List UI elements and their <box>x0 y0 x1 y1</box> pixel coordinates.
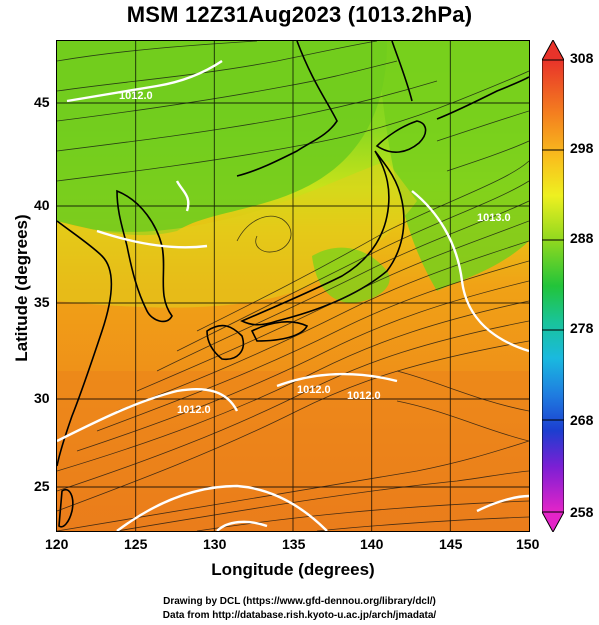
colorbar-label: 308 <box>570 50 594 66</box>
colorbar-label: 258 <box>570 504 594 520</box>
isobar-label: 1012.0 <box>347 390 381 402</box>
y-tick-label: 35 <box>34 294 50 310</box>
x-tick-label: 130 <box>203 536 227 552</box>
colorbar-label: 298 <box>570 140 594 156</box>
credit-dcl: Drawing by DCL (https://www.gfd-dennou.o… <box>163 596 436 607</box>
isobar-label: 1013.0 <box>477 212 511 224</box>
colorbar-gradient <box>541 59 565 513</box>
map-plot-area: 1012.0 1012.0 1012.0 1012.0 1013.0 <box>56 40 530 532</box>
colorbar-top-arrow <box>541 38 565 61</box>
isobar-labels: 1012.0 1012.0 1012.0 1012.0 1013.0 <box>119 90 511 416</box>
colorbar <box>541 38 565 534</box>
streamlines <box>57 41 529 531</box>
y-tick-label: 45 <box>34 94 50 110</box>
colorbar-label: 268 <box>570 412 594 428</box>
y-tick-label: 30 <box>34 390 50 406</box>
isobar-label: 1012.0 <box>177 404 211 416</box>
cool-region-honshu <box>312 247 390 303</box>
colorbar-svg <box>541 38 565 534</box>
y-tick-label: 25 <box>34 478 50 494</box>
cool-region-northeast <box>377 41 529 291</box>
credit-data-source: Data from http://database.rish.kyoto-u.a… <box>162 610 437 621</box>
x-tick-label: 150 <box>516 536 540 552</box>
x-tick-label: 145 <box>439 536 463 552</box>
x-tick-label: 140 <box>360 536 384 552</box>
coastlines <box>57 41 529 528</box>
y-axis-label: Latitude (degrees) <box>12 214 31 362</box>
x-tick-label: 120 <box>45 536 69 552</box>
isobar-label: 1012.0 <box>297 384 331 396</box>
map-svg: 1012.0 1012.0 1012.0 1012.0 1013.0 <box>57 41 529 531</box>
colorbar-label: 288 <box>570 230 594 246</box>
colorbar-label: 278 <box>570 320 594 336</box>
x-tick-label: 135 <box>282 536 306 552</box>
map-title: MSM 12Z31Aug2023 (1013.2hPa) <box>126 2 473 27</box>
colorbar-bottom-arrow <box>541 511 565 534</box>
colorbar-ticks <box>542 59 564 513</box>
y-tick-label: 40 <box>34 197 50 213</box>
x-axis-label: Longitude (degrees) <box>211 560 375 579</box>
x-tick-label: 125 <box>124 536 148 552</box>
isobar-label: 1012.0 <box>119 90 153 102</box>
isobars <box>57 60 529 531</box>
